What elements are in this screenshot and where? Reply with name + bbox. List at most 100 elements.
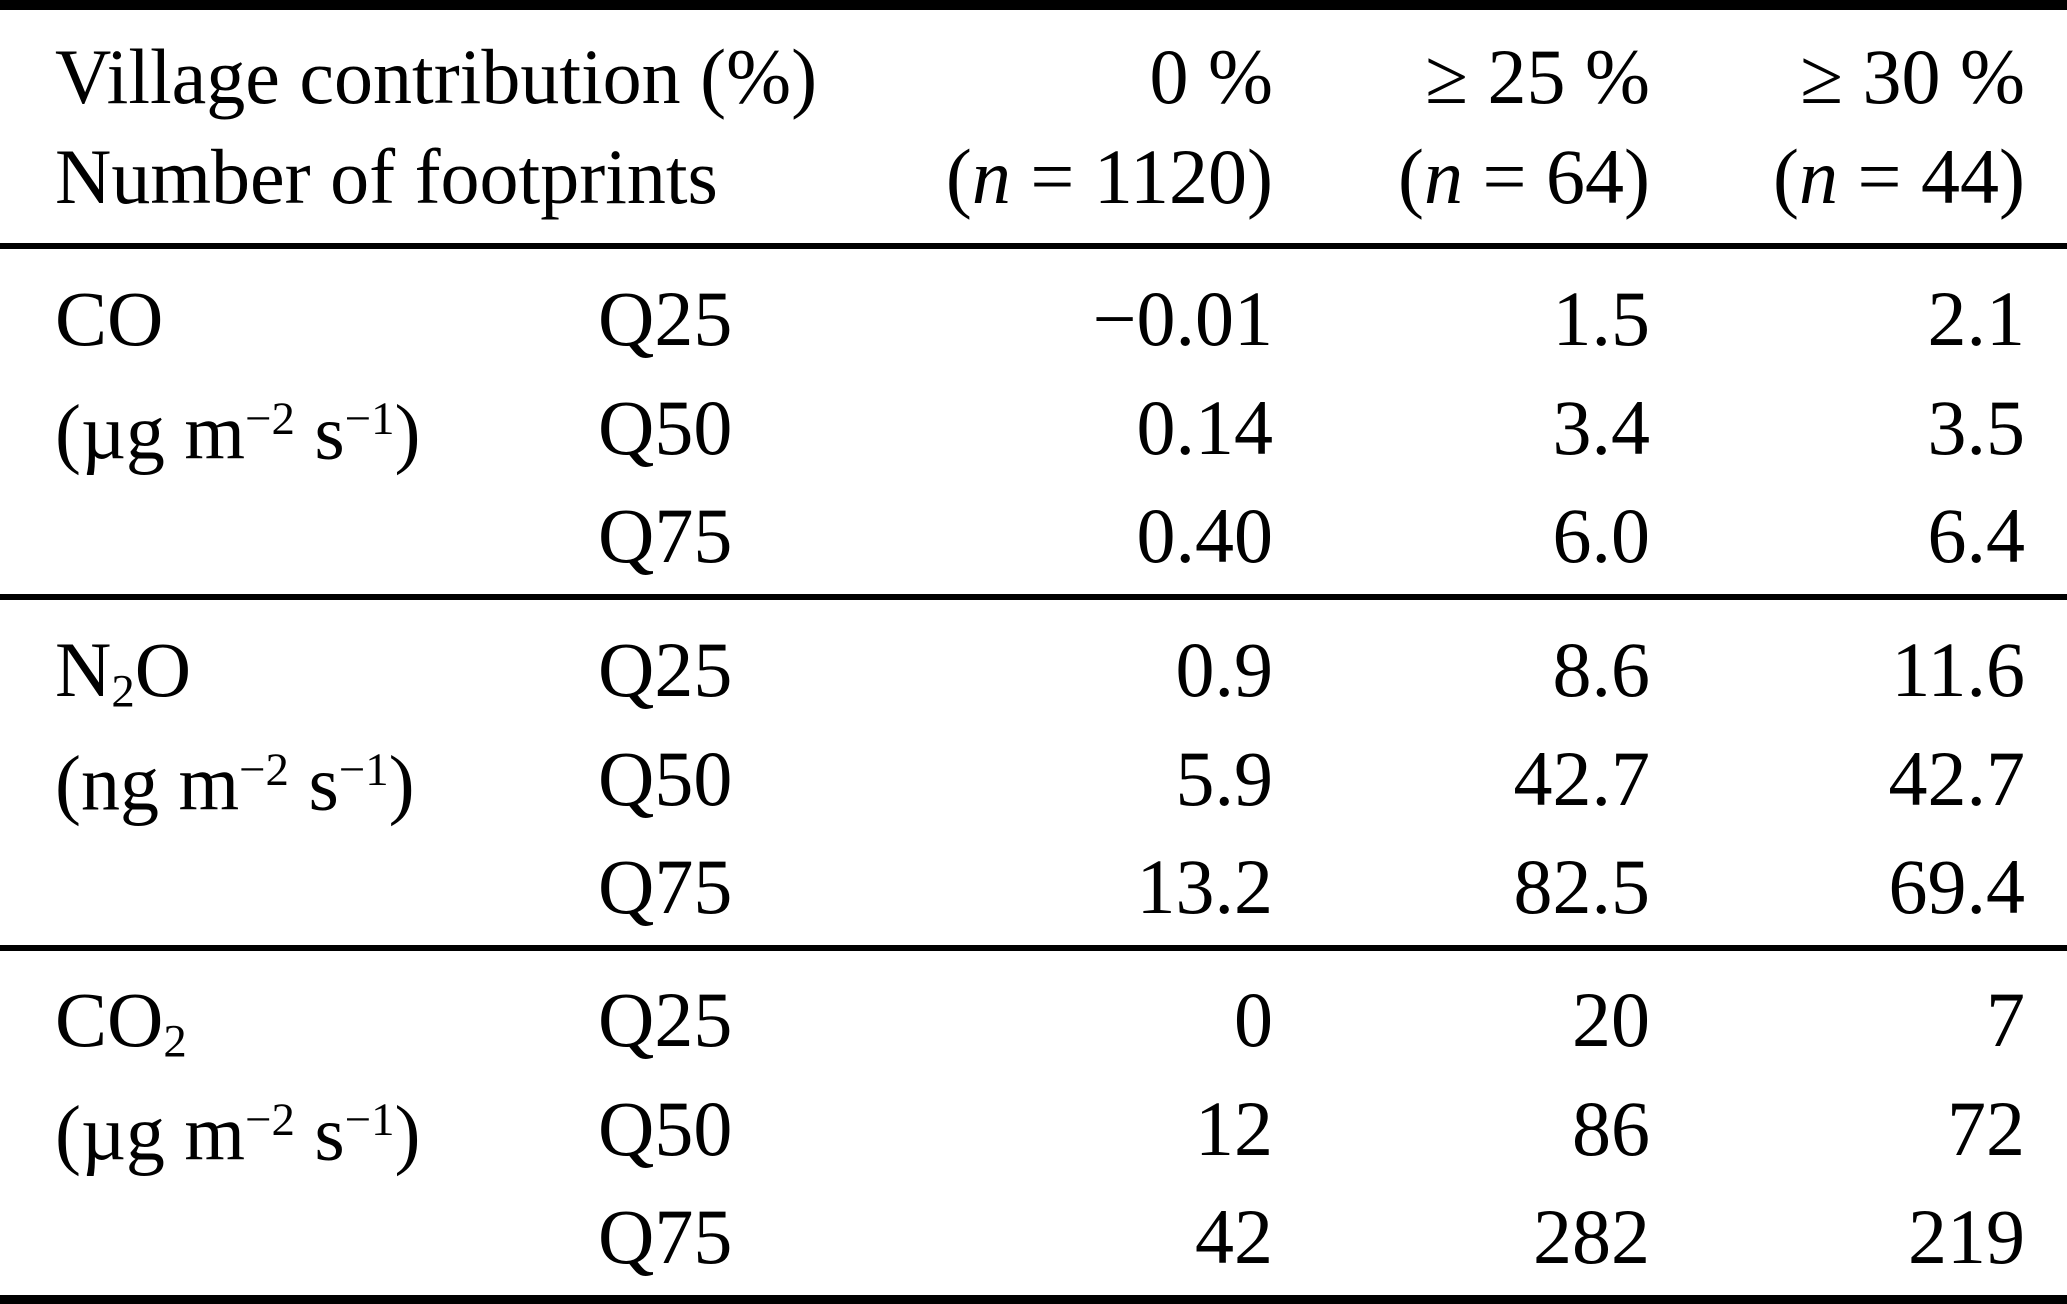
header-separator-rule [0, 243, 2067, 249]
quantile-label: Q50 [598, 383, 733, 471]
unit-mid: s [294, 1089, 345, 1177]
unit-exponent: −2 [245, 393, 295, 445]
section-n2o: N2O (ng m−2 s−1) Q25 0.9 8.6 11.6 Q50 5.… [0, 600, 2067, 945]
n-value: 44 [1921, 133, 2000, 220]
quantile-label: Q75 [598, 843, 733, 931]
formula-subscript: 2 [111, 665, 135, 718]
value-cell: 7 [1986, 976, 2025, 1063]
formula-base: CO [55, 976, 164, 1063]
header-col-ge25pct-label: ≥ 25 % [1425, 33, 1650, 120]
quantile-label: Q25 [598, 976, 733, 1063]
value-cell: 8.6 [1552, 626, 1651, 713]
value-cell: 12 [1195, 1084, 1273, 1172]
paren-open: ( [1398, 133, 1425, 220]
unit-base: (ng m [55, 739, 240, 827]
species-formula: N2O [55, 619, 590, 720]
header-col-0pct: 0 % (n = 1120) [900, 27, 1285, 243]
value-cell: 3.4 [1552, 383, 1651, 471]
quantile-label: Q50 [598, 734, 733, 822]
value-cell: 86 [1572, 1084, 1650, 1172]
value-cell: 6.4 [1927, 492, 2026, 580]
formula-rest: O [134, 626, 192, 713]
unit-exponent: −1 [344, 1094, 395, 1146]
value-cell: 11.6 [1891, 626, 2025, 713]
value-cell: 0.40 [1136, 492, 1274, 580]
value-cell: 2.1 [1927, 275, 2026, 362]
unit-exponent: −1 [338, 744, 389, 796]
n-value: 64 [1546, 133, 1625, 220]
value-cell: 42.7 [1513, 734, 1651, 822]
section-co2: CO2 (µg m−2 s−1) Q25 0 20 7 Q50 12 86 72… [0, 951, 2067, 1295]
section-separator-rule [0, 945, 2067, 951]
paren-close: ) [1624, 133, 1650, 220]
value-cell: 20 [1572, 976, 1650, 1063]
value-cell: 282 [1533, 1193, 1650, 1281]
formula-base: N [55, 626, 112, 713]
species-unit: (µg m−2 s−1) [55, 369, 590, 475]
table-header: Village contribution (%) Number of footp… [0, 10, 2067, 243]
value-cell: 6.0 [1552, 492, 1651, 580]
quantile-label: Q75 [598, 1193, 733, 1281]
header-number-of-footprints: Number of footprints [55, 133, 718, 220]
species-formula: CO2 [55, 969, 590, 1070]
unit-exponent: −2 [239, 744, 289, 796]
header-row-labels: Village contribution (%) Number of footp… [0, 27, 818, 243]
quantile-label: Q75 [598, 492, 733, 580]
unit-exponent: −2 [245, 1094, 295, 1146]
unit-base: (µg m [55, 388, 246, 476]
value-cell: 0.14 [1136, 383, 1274, 471]
formula-subscript: 2 [163, 1015, 187, 1068]
header-village-contribution: Village contribution (%) [55, 33, 818, 120]
formula-base: CO [55, 275, 164, 362]
unit-close: ) [394, 1089, 421, 1177]
header-col-ge30pct-label: ≥ 30 % [1800, 33, 2025, 120]
value-cell: 72 [1947, 1084, 2025, 1172]
n-symbol: n [971, 133, 1011, 220]
table-bottom-rule [0, 1295, 2067, 1304]
value-cell: 42.7 [1888, 734, 2026, 822]
header-col-0pct-count: (n = 1120) [900, 127, 1273, 227]
value-cell: 13.2 [1136, 843, 1274, 931]
value-cell: 3.5 [1927, 383, 2026, 471]
paren-open: ( [1773, 133, 1800, 220]
value-cell: −0.01 [1092, 275, 1274, 362]
quantile-label: Q25 [598, 626, 733, 713]
unit-close: ) [394, 388, 421, 476]
table-top-rule [0, 0, 2067, 10]
unit-mid: s [294, 388, 345, 476]
paren-close: ) [1247, 133, 1273, 220]
value-cell: 219 [1908, 1193, 2025, 1281]
value-cell: 0.9 [1175, 626, 1274, 713]
unit-exponent: −1 [344, 393, 395, 445]
equals-sign: = [1010, 133, 1094, 220]
value-cell: 82.5 [1513, 843, 1651, 931]
section-separator-rule [0, 594, 2067, 600]
unit-close: ) [388, 739, 415, 827]
species-cell-co2: CO2 (µg m−2 s−1) [0, 969, 590, 1295]
equals-sign: = [1838, 133, 1922, 220]
header-col-ge30pct-count: (n = 44) [1660, 127, 2025, 227]
species-formula: CO [55, 268, 590, 369]
species-cell-n2o: N2O (ng m−2 s−1) [0, 619, 590, 945]
paren-close: ) [1999, 133, 2025, 220]
n-value: 1120 [1093, 133, 1248, 220]
value-cell: 0 [1234, 976, 1273, 1063]
unit-base: (µg m [55, 1089, 246, 1177]
unit-mid: s [288, 739, 339, 827]
n-symbol: n [1424, 133, 1464, 220]
quantile-label: Q25 [598, 275, 733, 362]
value-cell: 69.4 [1888, 843, 2026, 931]
header-col-0pct-label: 0 % [1149, 33, 1273, 120]
equals-sign: = [1463, 133, 1547, 220]
value-cell: 42 [1195, 1193, 1273, 1281]
species-unit: (µg m−2 s−1) [55, 1070, 590, 1176]
paren-open: ( [945, 133, 972, 220]
species-unit: (ng m−2 s−1) [55, 720, 590, 826]
section-co: CO (µg m−2 s−1) Q25 −0.01 1.5 2.1 Q50 0.… [0, 249, 2067, 594]
value-cell: 1.5 [1552, 275, 1651, 362]
quantile-label: Q50 [598, 1084, 733, 1172]
header-col-ge25pct-count: (n = 64) [1285, 127, 1650, 227]
n-symbol: n [1799, 133, 1839, 220]
header-col-ge25pct: ≥ 25 % (n = 64) [1285, 27, 1660, 243]
